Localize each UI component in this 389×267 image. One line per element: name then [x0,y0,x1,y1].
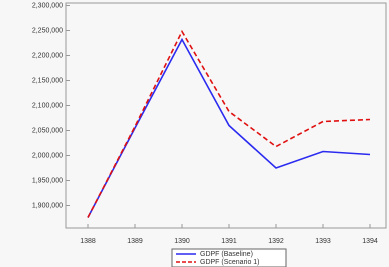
y-tick-label: 1,950,000 [32,177,63,184]
x-tick-label: 1388 [80,238,96,245]
x-tick-label: 1389 [127,238,143,245]
y-tick-label: 1,900,000 [32,202,63,209]
legend-label: GDPF (Scenario 1) [200,259,260,266]
x-tick-label: 1390 [174,238,190,245]
y-tick-label: 2,050,000 [32,127,63,134]
x-tick-label: 1391 [221,238,237,245]
y-tick-label: 2,150,000 [32,77,63,84]
y-tick-label: 2,000,000 [32,152,63,159]
legend-label: GDPF (Baseline) [200,251,253,258]
chart: 1,900,000 1,950,000 2,000,000 2,050,000 2,10… [0,0,389,267]
y-tick-label: 2,100,000 [32,102,63,109]
x-tick-label: 1393 [315,238,331,245]
x-tick-label: 1394 [362,238,378,245]
y-tick-label: 2,250,000 [32,27,63,34]
y-tick-label: 2,300,000 [32,2,63,9]
y-tick-label: 2,200,000 [32,52,63,59]
x-tick-label: 1392 [268,238,284,245]
